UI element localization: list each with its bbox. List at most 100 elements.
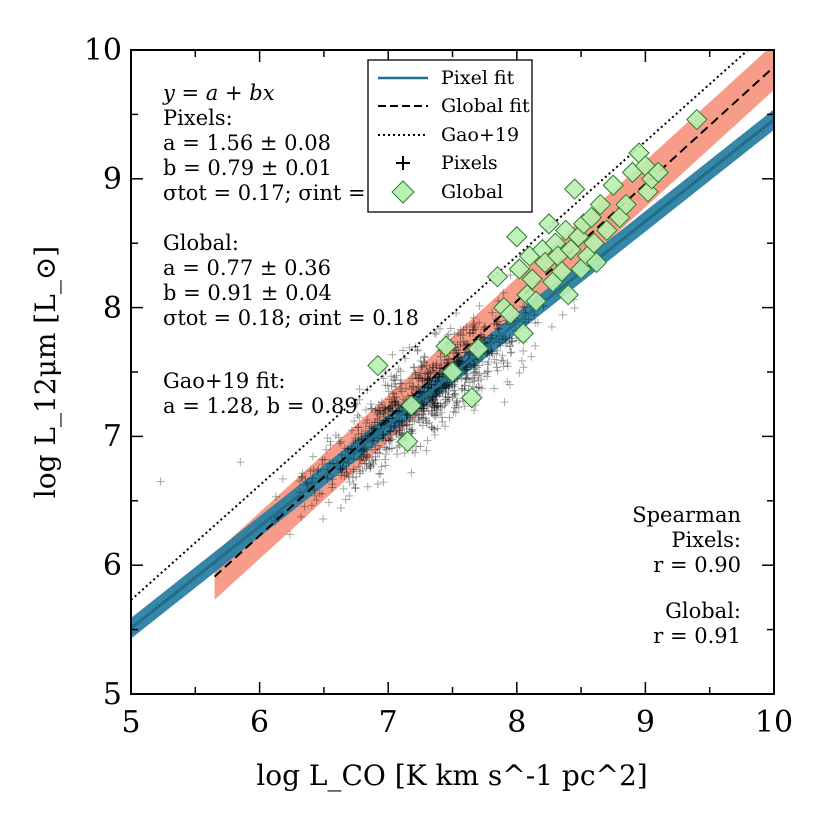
pixel-point [387, 435, 396, 444]
pixel-point [524, 315, 533, 324]
pixel-point [415, 411, 424, 420]
pixel-point [336, 465, 345, 474]
pixel-point [313, 467, 322, 476]
pixel-point [432, 391, 441, 400]
pixel-point [475, 369, 484, 378]
pixel-point [399, 395, 408, 404]
pixel-point [421, 413, 430, 422]
pixel-point [382, 443, 391, 452]
pixel-point [385, 402, 394, 411]
pixel-point [372, 408, 381, 417]
pixel-point [377, 398, 386, 407]
pixel-point [452, 401, 461, 410]
pixel-point [432, 330, 441, 339]
pixel-point [507, 336, 516, 345]
pixel-point [432, 392, 441, 401]
pixel-point [383, 381, 392, 390]
pixel-point [379, 412, 388, 421]
pixel-point [484, 358, 493, 367]
pixel-point [437, 387, 446, 396]
global-point [596, 219, 618, 242]
pixel-point [375, 449, 384, 458]
pixel-point [379, 430, 388, 439]
pixel-point [424, 407, 433, 416]
pixel-point [391, 401, 400, 410]
pixel-point [351, 484, 360, 493]
pixel-point [341, 495, 350, 504]
pixel-point [344, 444, 353, 453]
pixel-point [414, 384, 423, 393]
pixel-point [314, 465, 323, 474]
pixel-point [451, 357, 460, 366]
pixel-point [317, 489, 326, 498]
pixel-point [298, 469, 307, 478]
pixel-point [417, 361, 426, 370]
x-axis-label: log L_CO [K km s^-1 pc^2] [256, 759, 647, 792]
pixel-point [379, 408, 388, 417]
pixel-point [477, 384, 486, 393]
pixel-point [449, 349, 458, 358]
pixel-point [392, 393, 401, 402]
pixel-point [402, 421, 411, 430]
pixel-point [367, 424, 376, 433]
pixel-point [413, 346, 422, 355]
pixel-point [386, 427, 395, 436]
pixel-point [427, 423, 436, 432]
pixel-point [375, 406, 384, 415]
global-point [435, 335, 457, 357]
spearman-pixels-r: r = 0.90 [653, 553, 741, 577]
pixel-point [362, 452, 371, 461]
pixel-point [370, 418, 379, 427]
pixel-point [236, 458, 245, 467]
pixel-point [396, 379, 405, 388]
pixel-point [351, 436, 360, 445]
pixel-point [355, 469, 364, 478]
pixel-point [377, 462, 386, 471]
pixel-point [385, 427, 394, 436]
pixel-point [420, 406, 429, 415]
pixel-point [461, 348, 470, 357]
global-point [508, 258, 531, 280]
pixel-point [547, 322, 556, 331]
pixel-point [435, 372, 444, 381]
pixel-point [456, 325, 465, 334]
pixel-point [414, 415, 423, 424]
pixel-point [414, 382, 423, 391]
pixel-point [480, 333, 489, 342]
pixel-point [429, 400, 438, 409]
pixel-point [318, 460, 327, 469]
pixel-point [488, 347, 497, 356]
pixel-point [468, 329, 477, 338]
pixel-point [460, 402, 469, 411]
pixel-point [411, 370, 420, 379]
pixel-point [385, 444, 394, 453]
x-tick-label: 7 [379, 705, 398, 740]
pixel-point [455, 357, 464, 366]
pixel-point [527, 352, 536, 361]
pixel-point [427, 423, 436, 432]
pixel-point [357, 434, 366, 443]
pixel-point [533, 318, 542, 327]
pixel-point [375, 416, 384, 425]
pixel-point [271, 492, 280, 501]
pixel-point [310, 486, 319, 495]
pixel-point [433, 424, 442, 433]
pixel-point [499, 356, 508, 365]
pixel-point [328, 475, 337, 484]
pixel-point [418, 377, 427, 386]
global-point [686, 108, 708, 131]
pixel-point [355, 385, 364, 394]
pixel-point [419, 404, 428, 413]
pixel-point [469, 373, 478, 382]
pixel-point [398, 418, 407, 427]
pixel-point [433, 399, 442, 408]
pixel-point [338, 465, 347, 474]
pixel-point [409, 382, 418, 391]
pixel-point [475, 383, 484, 392]
global-point [521, 268, 543, 290]
pixel-point [408, 446, 417, 455]
pixel-point [344, 459, 353, 468]
global-point [486, 265, 509, 288]
pixel-point [369, 436, 378, 445]
pixel-point [322, 445, 331, 454]
